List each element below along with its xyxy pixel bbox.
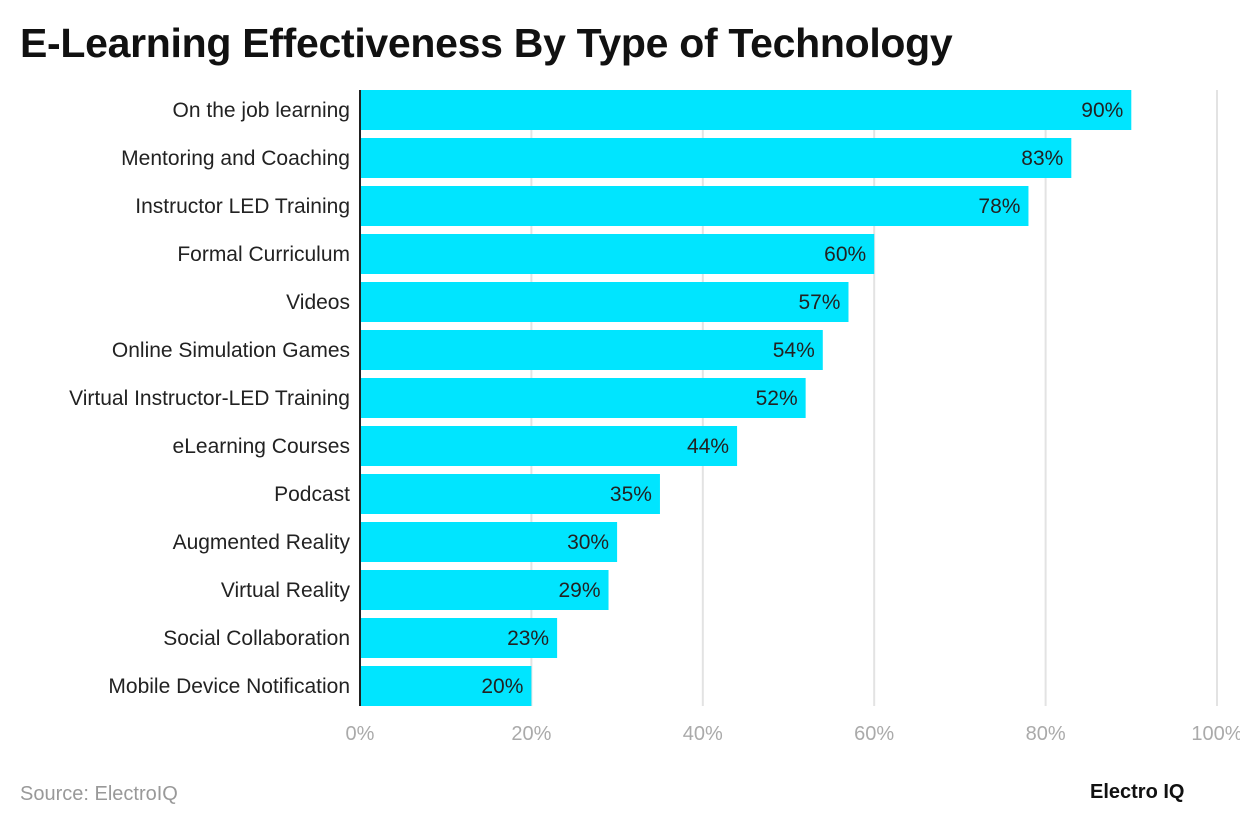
bar [360, 330, 823, 370]
x-tick-label: 40% [683, 723, 723, 745]
data-label: 30% [567, 531, 609, 554]
data-label: 90% [1081, 99, 1123, 122]
x-tick-label: 80% [1026, 723, 1066, 745]
category-label: Online Simulation Games [112, 339, 350, 362]
bar [360, 474, 660, 514]
x-tick-label: 100% [1191, 723, 1240, 745]
x-tick-label: 20% [511, 723, 551, 745]
bar [360, 426, 738, 466]
bar [360, 138, 1072, 178]
category-label: Virtual Instructor-LED Training [69, 387, 350, 410]
bar [360, 570, 609, 610]
data-label: 60% [824, 243, 866, 266]
category-label: On the job learning [173, 99, 350, 122]
brand-logo: Electro IQ [1090, 781, 1185, 803]
category-label: Formal Curriculum [177, 243, 350, 266]
x-tick-label: 60% [854, 723, 894, 745]
category-label: Videos [286, 291, 350, 314]
category-label: eLearning Courses [173, 435, 350, 458]
x-tick-label: 0% [346, 723, 375, 745]
bar [360, 186, 1029, 226]
data-label: 23% [507, 627, 549, 650]
data-label: 20% [481, 675, 523, 698]
source-note: Source: ElectroIQ [20, 783, 178, 805]
bar [360, 666, 532, 706]
bar [360, 90, 1132, 130]
data-label: 44% [687, 435, 729, 458]
category-label: Augmented Reality [173, 531, 351, 554]
category-label: Mentoring and Coaching [121, 147, 350, 170]
bar [360, 282, 849, 322]
data-label: 83% [1021, 147, 1063, 170]
category-label: Virtual Reality [221, 579, 351, 602]
data-label: 54% [773, 339, 815, 362]
category-label: Mobile Device Notification [108, 675, 350, 698]
data-label: 52% [756, 387, 798, 410]
chart-title: E-Learning Effectiveness By Type of Tech… [20, 20, 953, 66]
data-label: 35% [610, 483, 652, 506]
category-label: Social Collaboration [163, 627, 350, 650]
category-label: Instructor LED Training [135, 195, 350, 218]
category-label: Podcast [274, 483, 350, 506]
bar [360, 234, 875, 274]
bar [360, 618, 558, 658]
data-label: 57% [798, 291, 840, 314]
bar [360, 522, 618, 562]
bar [360, 378, 806, 418]
data-label: 29% [558, 579, 600, 602]
data-label: 78% [978, 195, 1020, 218]
